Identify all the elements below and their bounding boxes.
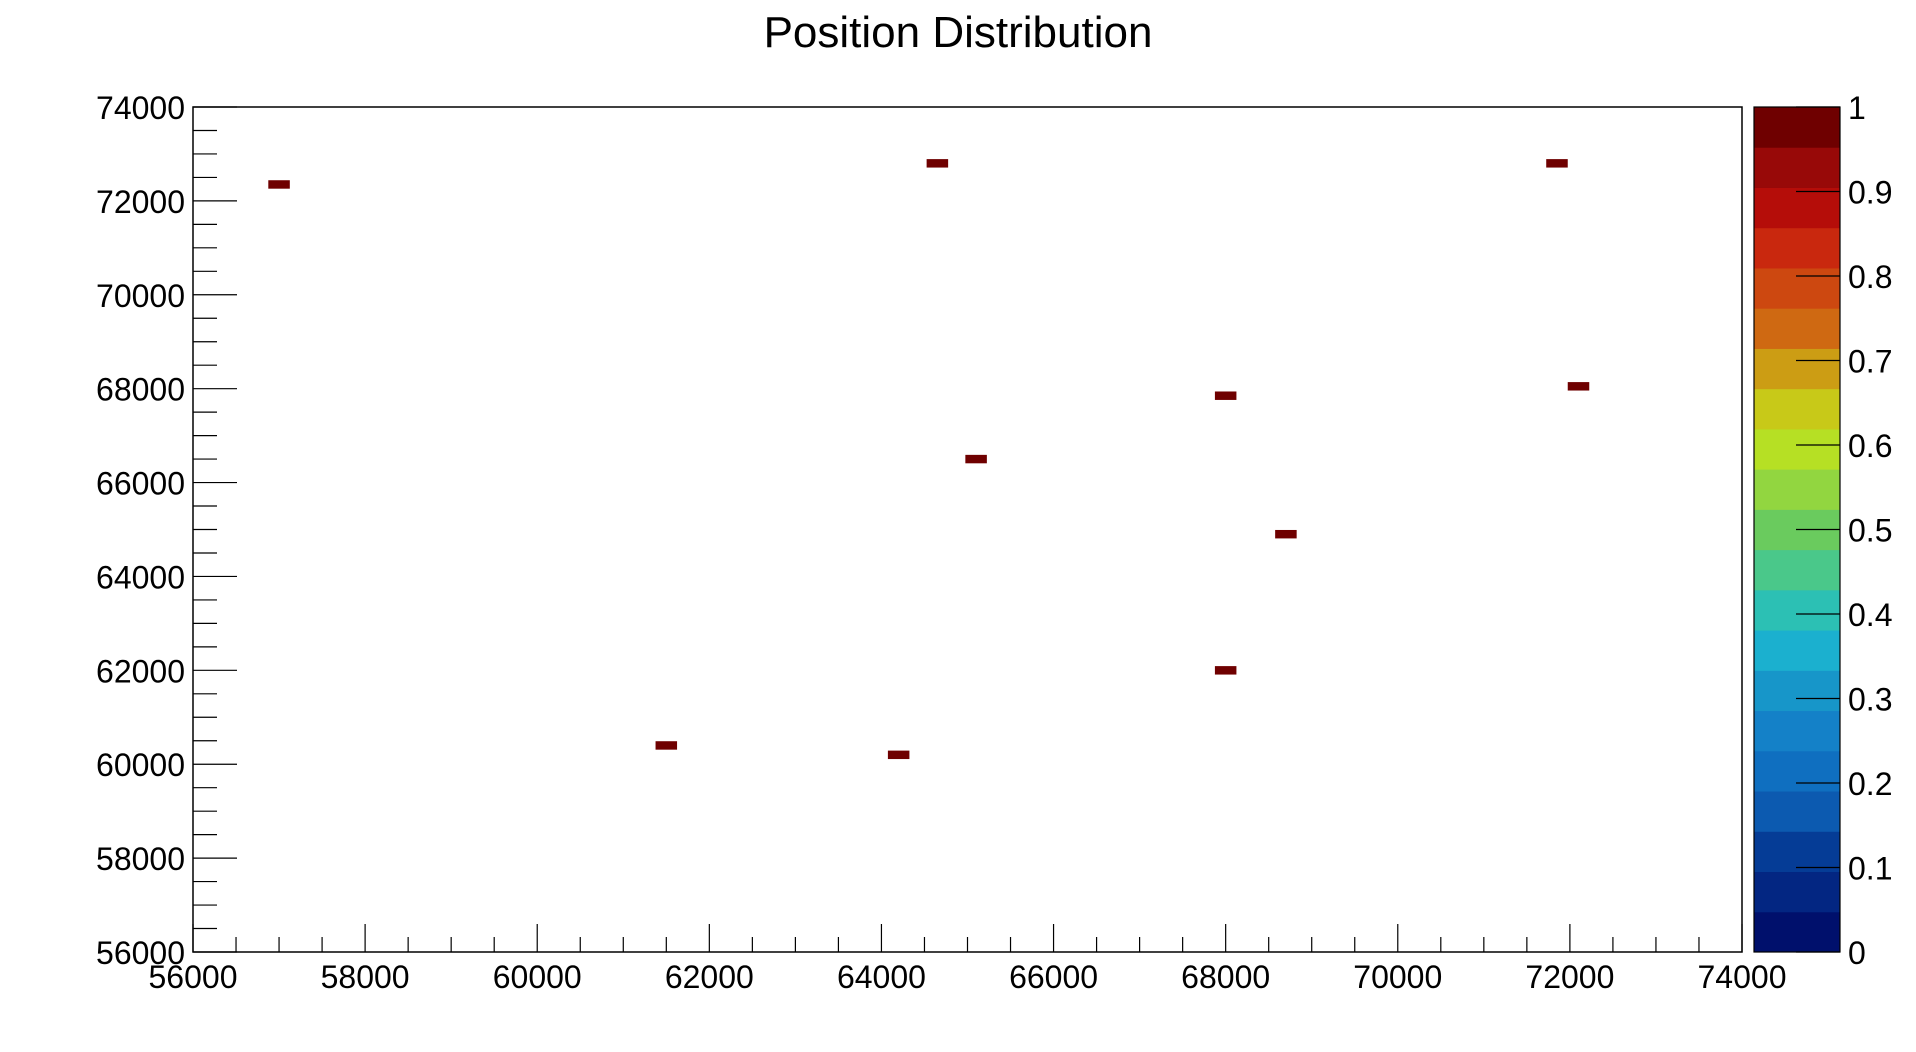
y-tick-label: 64000 xyxy=(96,559,185,595)
color-scale-band xyxy=(1754,348,1840,390)
x-tick-label: 72000 xyxy=(1525,959,1614,995)
color-scale-label: 0 xyxy=(1848,935,1866,971)
heatmap-cell xyxy=(887,750,910,760)
y-tick-label: 62000 xyxy=(96,653,185,689)
color-scale-band xyxy=(1754,670,1840,712)
plot-frame xyxy=(192,106,1743,953)
heatmap-cell xyxy=(1567,382,1590,391)
color-scale-band xyxy=(1754,630,1840,671)
color-scale-label: 0.1 xyxy=(1848,851,1892,887)
color-scale-band xyxy=(1754,308,1840,349)
color-scale-band xyxy=(1754,710,1840,752)
heatmap-cell xyxy=(1214,666,1237,675)
color-scale-band xyxy=(1754,227,1840,269)
color-scale-label: 0.2 xyxy=(1848,766,1892,802)
color-scale-band xyxy=(1754,871,1840,913)
x-tick-label: 64000 xyxy=(837,959,926,995)
color-scale-bar xyxy=(1753,106,1841,953)
color-scale-label: 0.8 xyxy=(1848,259,1892,295)
heatmap-cell xyxy=(655,741,678,750)
x-tick-label: 66000 xyxy=(1009,959,1098,995)
color-scale-band xyxy=(1754,589,1840,631)
color-scale-label: 0.6 xyxy=(1848,428,1892,464)
y-tick-label: 60000 xyxy=(96,747,185,783)
color-scale-band xyxy=(1754,831,1840,873)
color-scale-band xyxy=(1754,147,1840,188)
y-tick-label: 70000 xyxy=(96,278,185,314)
color-scale-label: 0.7 xyxy=(1848,344,1892,380)
color-scale-band xyxy=(1754,791,1840,832)
color-scale-band xyxy=(1754,750,1840,792)
x-axis-tick-labels: 56000 58000 60000 62000 64000 66000 68000 70000… xyxy=(149,959,1787,995)
y-axis-tick-labels: 56000 58000 60000 62000 64000 66000 68000 70000… xyxy=(96,90,185,971)
color-scale-labels: 0 0.1 0.2 0.3 0.4 0.5 0.6 0.7 0.8 0.9 1 xyxy=(1848,90,1892,971)
color-scale-band xyxy=(1754,388,1840,430)
chart-title: Position Distribution xyxy=(763,8,1153,57)
x-tick-label: 58000 xyxy=(321,959,410,995)
color-scale-band xyxy=(1754,428,1840,470)
x-axis-ticks xyxy=(192,924,1743,952)
y-tick-label: 56000 xyxy=(96,935,185,971)
color-scale-band xyxy=(1754,187,1840,229)
x-tick-label: 74000 xyxy=(1698,959,1787,995)
heatmap-cell xyxy=(965,454,987,464)
heatmap-cells xyxy=(268,159,1590,760)
color-scale-label: 1 xyxy=(1848,90,1866,126)
y-tick-label: 58000 xyxy=(96,841,185,877)
x-tick-label: 68000 xyxy=(1181,959,1270,995)
color-scale-band xyxy=(1754,107,1840,148)
heatmap-cell xyxy=(1546,159,1568,168)
color-scale-band xyxy=(1754,911,1840,953)
y-tick-label: 68000 xyxy=(96,372,185,408)
y-tick-label: 74000 xyxy=(96,90,185,126)
heatmap-cell xyxy=(1275,529,1297,539)
color-scale-band xyxy=(1754,267,1840,309)
x-tick-label: 70000 xyxy=(1353,959,1442,995)
y-tick-label: 66000 xyxy=(96,466,185,502)
x-tick-label: 56000 xyxy=(149,959,238,995)
color-scale-label: 0.3 xyxy=(1848,682,1892,718)
x-tick-label: 60000 xyxy=(493,959,582,995)
color-scale-label: 0.9 xyxy=(1848,175,1892,211)
color-scale-band xyxy=(1754,549,1840,591)
heatmap-cell xyxy=(268,180,290,189)
color-scale-label: 0.5 xyxy=(1848,513,1892,549)
y-axis-ticks xyxy=(193,106,237,953)
color-scale-band xyxy=(1754,469,1840,510)
heatmap-cell xyxy=(926,159,949,168)
color-scale-label: 0.4 xyxy=(1848,597,1892,633)
heatmap-cell xyxy=(1214,391,1237,400)
x-tick-label: 62000 xyxy=(665,959,754,995)
y-tick-label: 72000 xyxy=(96,184,185,220)
